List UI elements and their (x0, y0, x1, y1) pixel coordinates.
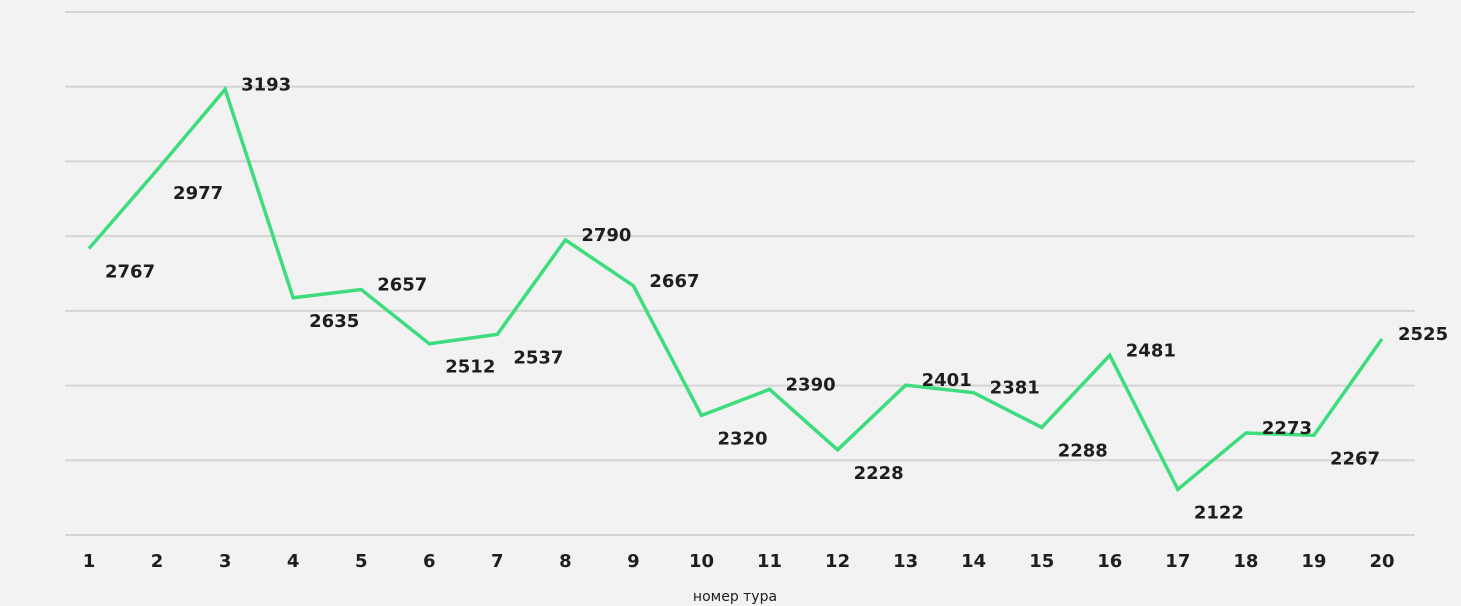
x-tick-label: 11 (757, 551, 782, 572)
x-tick-label: 19 (1301, 551, 1326, 572)
data-label: 2525 (1398, 324, 1448, 345)
x-tick-label: 15 (1029, 551, 1054, 572)
x-tick-label: 18 (1233, 551, 1258, 572)
data-label: 2320 (717, 428, 767, 449)
data-label: 2667 (649, 271, 699, 292)
x-tick-label: 4 (287, 551, 300, 572)
x-tick-label: 20 (1369, 551, 1394, 572)
x-tick-label: 13 (893, 551, 918, 572)
data-label: 2381 (990, 378, 1040, 399)
data-label: 2657 (377, 275, 427, 296)
data-label: 2790 (581, 225, 631, 246)
x-tick-label: 5 (355, 551, 368, 572)
x-tick-label: 6 (423, 551, 436, 572)
x-tick-label: 1 (83, 551, 96, 572)
x-tick-label: 16 (1097, 551, 1122, 572)
x-tick-label: 14 (961, 551, 986, 572)
x-tick-label: 8 (559, 551, 572, 572)
x-tick-label: 3 (219, 551, 232, 572)
data-label: 2767 (105, 261, 155, 282)
data-label: 2390 (786, 374, 836, 395)
data-label: 2228 (854, 463, 904, 484)
x-tick-label: 7 (491, 551, 504, 572)
data-label: 2267 (1330, 448, 1380, 469)
x-axis-title: номер тура (693, 589, 777, 605)
data-label: 2401 (922, 370, 972, 391)
data-label: 2635 (309, 311, 359, 332)
data-label: 2122 (1194, 502, 1244, 523)
data-label: 2288 (1058, 440, 1108, 461)
x-tick-label: 12 (825, 551, 850, 572)
x-tick-label: 10 (689, 551, 714, 572)
data-label: 2512 (445, 357, 495, 378)
data-label: 2481 (1126, 340, 1176, 361)
x-tick-label: 2 (151, 551, 164, 572)
data-line (87, 85, 1384, 493)
x-tick-label: 9 (627, 551, 640, 572)
data-label: 2273 (1262, 418, 1312, 439)
x-tick-label: 17 (1165, 551, 1190, 572)
data-label: 3193 (241, 74, 291, 95)
data-label: 2977 (173, 183, 223, 204)
data-label: 2537 (513, 347, 563, 368)
